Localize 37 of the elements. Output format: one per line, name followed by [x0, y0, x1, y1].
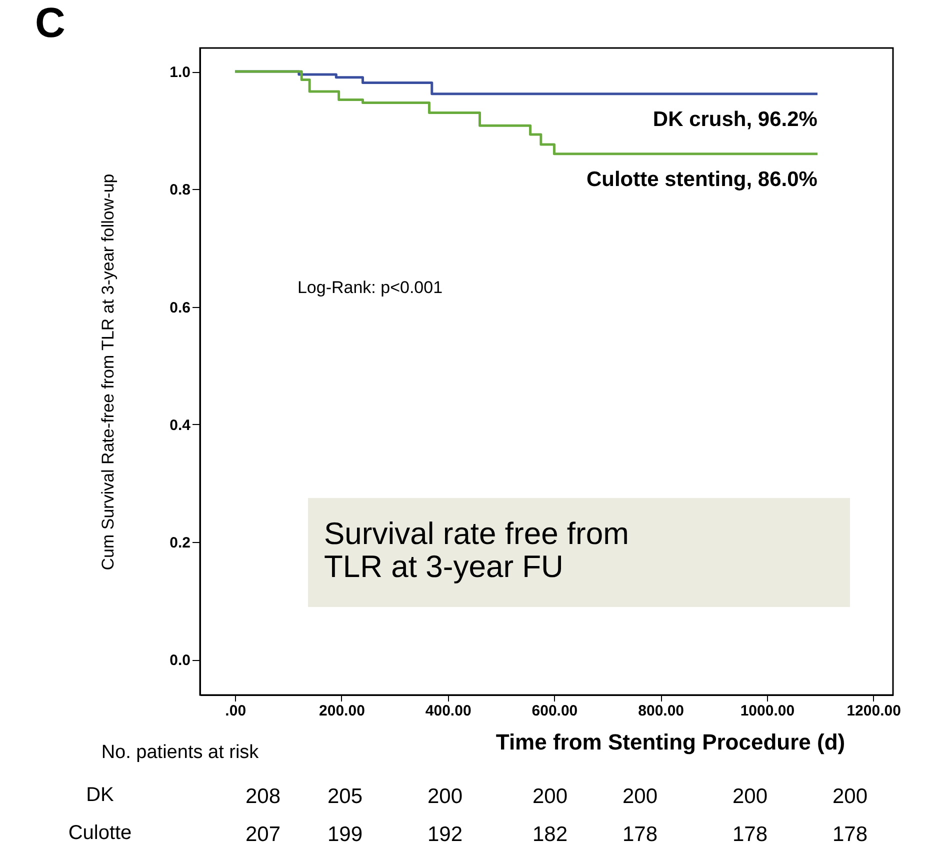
text: 208	[245, 785, 281, 808]
x-tick-label: 200.00	[319, 702, 365, 720]
text: 178	[732, 823, 768, 846]
y-tick-label: 0.8	[170, 182, 190, 199]
text: 192	[427, 823, 463, 846]
text: 205	[327, 785, 363, 808]
chart-title: C	[35, 0, 66, 46]
x-tick-label: 1000.00	[740, 702, 795, 720]
y-tick-label: 0.2	[170, 534, 190, 552]
x-axis-title: Time from Stenting Procedure (d)	[496, 730, 846, 754]
text: 200	[622, 785, 658, 808]
text: 178	[832, 823, 868, 846]
text: 178	[622, 823, 658, 846]
text: 207	[245, 823, 281, 846]
x-tick-label: 400.00	[425, 702, 472, 720]
text: 200	[832, 785, 868, 808]
y-tick-label: 0.0	[170, 652, 190, 670]
text: 199	[327, 823, 363, 846]
text: 200	[732, 785, 768, 808]
text: 200	[532, 785, 568, 808]
series-label: DK crush, 96.2%	[652, 108, 818, 131]
series-label: Culotte stenting, 86.0%	[586, 168, 818, 191]
x-tick-label: 800.00	[638, 702, 684, 720]
x-tick-label: .00	[225, 702, 246, 720]
annotation: Log-Rank: p<0.001	[297, 278, 443, 297]
y-tick-label: 0.4	[170, 416, 192, 434]
y-axis-title: Cum Survival Rate-free from TLR at 3-year follow-up	[98, 174, 118, 570]
annotation: Survival rate free from TLR at 3-year FU	[324, 516, 629, 584]
y-tick-label: 0.6	[170, 299, 190, 316]
text: 200	[427, 785, 463, 808]
text: 182	[532, 823, 568, 846]
text: DK	[86, 784, 115, 806]
text: No. patients at risk	[101, 742, 260, 763]
x-tick-label: 1200.00	[846, 702, 901, 720]
text: Culotte	[68, 822, 132, 844]
x-tick-label: 600.00	[532, 702, 578, 720]
y-tick-label: 1.0	[170, 64, 190, 82]
